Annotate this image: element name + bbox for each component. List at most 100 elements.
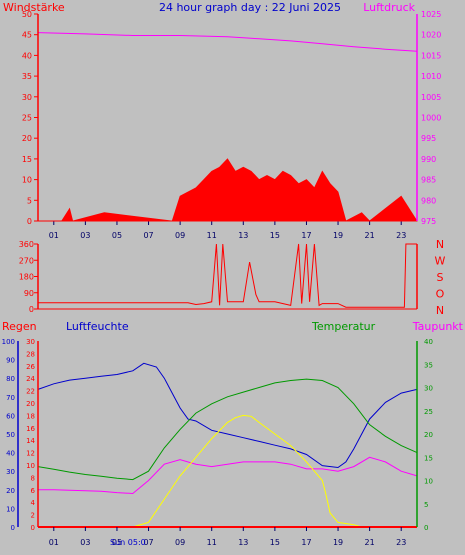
series-luftfeuchte bbox=[37, 362, 418, 469]
wind-tick-label: 50 bbox=[22, 10, 32, 19]
humidity-tick-label: 40 bbox=[6, 450, 15, 458]
top-x-tick-label: 15 bbox=[270, 231, 280, 240]
wind-tick-label: 45 bbox=[22, 31, 32, 40]
bottom-x-tick-label: 19 bbox=[333, 538, 343, 547]
top-x-tick-label: 03 bbox=[80, 231, 90, 240]
top-x-ticks: 01 03 05 07 09 11 13 15 17 19 21 23 bbox=[49, 231, 407, 240]
wind-tick-label: 40 bbox=[22, 51, 32, 60]
humidity-tick-label: 80 bbox=[6, 375, 15, 383]
temperature-tick-label: 40 bbox=[424, 338, 433, 346]
rain-tick-label: 14 bbox=[26, 437, 35, 445]
pressure-tick-label: 1005 bbox=[421, 93, 441, 102]
wind-tick-label: 30 bbox=[22, 93, 32, 102]
series-solar bbox=[117, 414, 362, 528]
rain-tick-label: 4 bbox=[31, 499, 36, 507]
rain-tick-label: 20 bbox=[26, 400, 35, 408]
rain-tick-label: 2 bbox=[31, 512, 35, 520]
temperature-tick-label: 30 bbox=[424, 385, 433, 393]
rain-tick-label: 18 bbox=[26, 412, 35, 420]
wind-pressure-panel: Windstärke 24 hour graph day : 22 Juni 2… bbox=[3, 1, 441, 240]
pressure-axis-label: Luftdruck bbox=[363, 1, 415, 14]
direction-tick-label: 0 bbox=[29, 305, 34, 314]
series-taupunkt bbox=[38, 456, 418, 495]
top-x-tick-label: 21 bbox=[365, 231, 375, 240]
humidity-tick-label: 0 bbox=[11, 524, 15, 532]
rain-tick-label: 6 bbox=[31, 487, 36, 495]
rain-tick-label: 10 bbox=[26, 462, 35, 470]
top-series bbox=[37, 32, 418, 222]
wind-tick-label: 25 bbox=[22, 114, 32, 123]
wind-area bbox=[38, 158, 418, 222]
pressure-tick-label: 980 bbox=[421, 196, 436, 205]
top-x-tick-label: 23 bbox=[396, 231, 406, 240]
direction-tick-label: 180 bbox=[19, 273, 34, 282]
direction-tick-label: 360 bbox=[19, 240, 34, 249]
bottom-x-tick-label: 07 bbox=[143, 538, 153, 547]
rain-tick-label: 0 bbox=[31, 524, 35, 532]
top-x-tick-label: 11 bbox=[207, 231, 217, 240]
temperature-axis-label: Temperatur bbox=[311, 320, 376, 333]
direction-line bbox=[38, 243, 417, 308]
humidity-tick-label: 70 bbox=[6, 394, 15, 402]
rain-tick-label: 8 bbox=[31, 474, 35, 482]
wind-tick-label: 15 bbox=[22, 155, 32, 164]
pressure-tick-label: 985 bbox=[421, 176, 436, 185]
pressure-tick-label: 1010 bbox=[421, 72, 441, 81]
rain-tick-label: 12 bbox=[26, 450, 35, 458]
pressure-tick-label: 975 bbox=[421, 217, 436, 226]
humidity-temp-panel: Regen Luftfeuchte Temperatur Taupunkt 01… bbox=[2, 320, 464, 547]
top-x-tick-label: 19 bbox=[333, 231, 343, 240]
rain-tick-label: 24 bbox=[26, 375, 35, 383]
chart-title: 24 hour graph day : 22 Juni 2025 bbox=[159, 1, 341, 14]
wind-tick-label: 10 bbox=[22, 176, 32, 185]
wind-tick-label: 5 bbox=[27, 196, 32, 205]
bottom-x-tick-label: 09 bbox=[175, 538, 185, 547]
direction-letter: W bbox=[435, 255, 446, 268]
bottom-x-tick-label: 05 bbox=[112, 538, 122, 547]
rain-tick-label: 28 bbox=[26, 350, 35, 358]
pressure-line bbox=[37, 32, 418, 52]
temperature-tick-label: 35 bbox=[424, 361, 433, 369]
rain-tick-label: 26 bbox=[26, 363, 35, 371]
temperature-tick-label: 15 bbox=[424, 454, 433, 462]
bottom-series bbox=[37, 362, 418, 528]
temperature-tick-label: 20 bbox=[424, 431, 433, 439]
temperature-tick-label: 10 bbox=[424, 478, 433, 486]
humidity-axis-label: Luftfeuchte bbox=[66, 320, 129, 333]
bottom-x-tick-label: 03 bbox=[80, 538, 90, 547]
bottom-x-tick-label: 01 bbox=[49, 538, 59, 547]
wind-tick-label: 20 bbox=[22, 134, 32, 143]
direction-tick-label: 270 bbox=[19, 256, 34, 265]
rain-tick-label: 16 bbox=[26, 425, 35, 433]
humidity-tick-label: 20 bbox=[6, 487, 15, 495]
humidity-tick-label: 100 bbox=[2, 338, 15, 346]
direction-letter: S bbox=[437, 271, 444, 284]
temperature-y-ticks: 0 5 10 15 20 25 30 35 40 bbox=[424, 338, 433, 532]
pressure-tick-label: 990 bbox=[421, 155, 436, 164]
bottom-x-tick-label: 21 bbox=[365, 538, 375, 547]
humidity-y-ticks: 0 10 20 30 40 50 60 70 80 90 100 bbox=[2, 338, 15, 532]
direction-letter: N bbox=[436, 304, 444, 317]
pressure-tick-label: 1025 bbox=[421, 10, 441, 19]
top-x-tick-label: 17 bbox=[301, 231, 311, 240]
pressure-tick-label: 995 bbox=[421, 134, 436, 143]
wind-axis-label: Windstärke bbox=[3, 1, 65, 14]
humidity-tick-label: 10 bbox=[6, 505, 15, 513]
bottom-x-tick-label: 11 bbox=[207, 538, 217, 547]
temperature-tick-label: 5 bbox=[424, 501, 428, 509]
top-x-tick-label: 05 bbox=[112, 231, 122, 240]
sunrise-label: Sun 05:0 bbox=[110, 538, 146, 547]
top-x-tick-label: 07 bbox=[143, 231, 153, 240]
bottom-x-tick-label: 17 bbox=[301, 538, 311, 547]
top-x-tick-label: 13 bbox=[238, 231, 248, 240]
wind-tick-label: 35 bbox=[22, 72, 32, 81]
pressure-tick-label: 1000 bbox=[421, 114, 441, 123]
direction-series bbox=[38, 243, 417, 310]
temperature-tick-label: 0 bbox=[424, 524, 428, 532]
bottom-x-tick-label: 23 bbox=[396, 538, 406, 547]
series-temperatur bbox=[37, 378, 418, 481]
